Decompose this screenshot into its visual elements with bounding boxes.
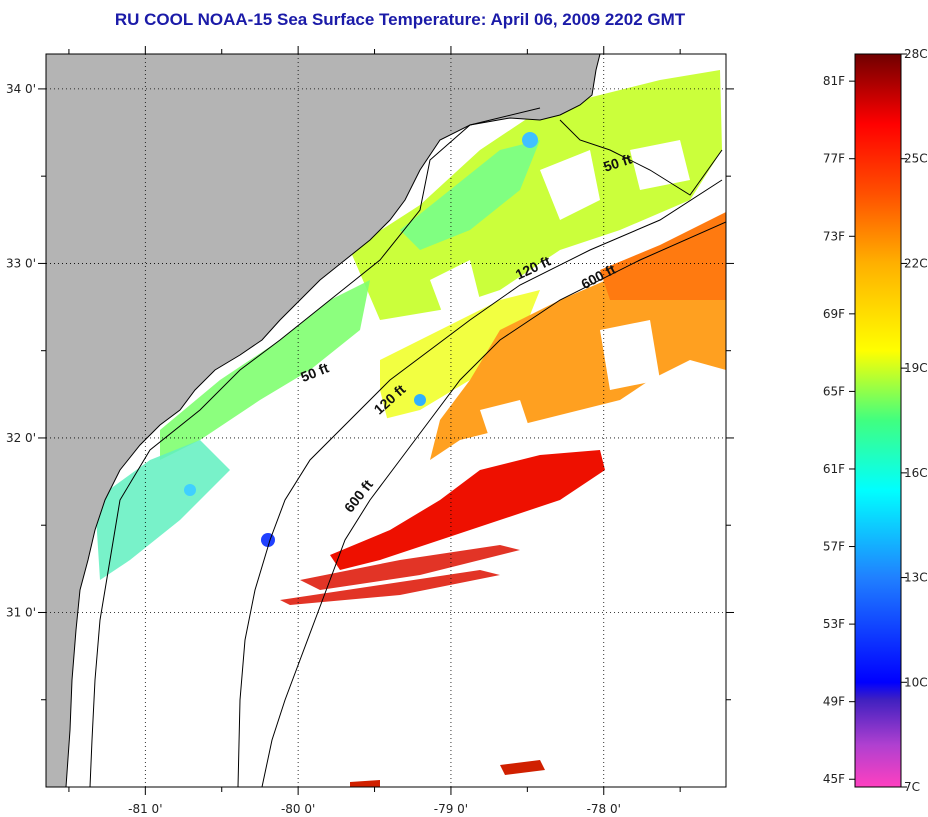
colorbar-f-label: 53F xyxy=(823,617,845,631)
x-tick-label: -79 0' xyxy=(434,802,468,816)
land-mass xyxy=(46,54,600,787)
colorbar-c-label: 13C xyxy=(904,571,928,585)
contour-50ft xyxy=(89,107,723,787)
map-frame xyxy=(45,53,727,788)
map-title: RU COOL NOAA-15 Sea Surface Temperature:… xyxy=(114,10,686,29)
colorbar-c-label: 10C xyxy=(904,675,928,689)
sst-patch-nearshore-mid xyxy=(160,280,370,460)
colorbar-f-label: 45F xyxy=(823,772,845,786)
sst-patch-gulfstream-core xyxy=(600,212,726,300)
sst-patch-nearshore-south xyxy=(95,440,230,580)
colorbar: 81F 77F 73F 69F 65F 61F 57F 53F 49F 45F 28C 25C 22C 1… xyxy=(823,47,928,794)
x-tick-label: -80 0' xyxy=(281,802,315,816)
colorbar-c-label: 16C xyxy=(904,466,928,480)
cloud-mask xyxy=(350,140,690,440)
colorbar-c-label: 25C xyxy=(904,152,928,166)
y-tick-label: 33 0' xyxy=(6,256,36,270)
contour-120ft xyxy=(237,179,723,787)
colorbar-gradient xyxy=(854,53,902,788)
colorbar-c-label: 7C xyxy=(904,780,920,794)
colorbar-f-label: 65F xyxy=(823,384,845,398)
x-tick-label: -78 0' xyxy=(587,802,621,816)
sst-spot-cyan xyxy=(522,132,538,148)
sst-patch-warm-stripes xyxy=(280,545,520,605)
sst-spot-cyan-2 xyxy=(414,394,426,406)
coastline xyxy=(65,54,601,787)
colorbar-c-label: 19C xyxy=(904,361,928,375)
sst-patch-nearshore-north xyxy=(350,70,722,320)
contour-600ft xyxy=(261,221,726,787)
colorbar-f-label: 49F xyxy=(823,695,845,709)
colorbar-f-label: 77F xyxy=(823,152,845,166)
colorbar-f-label: 61F xyxy=(823,462,845,476)
sst-spot-cyan-3 xyxy=(184,484,196,496)
colorbar-f-label: 69F xyxy=(823,307,845,321)
colorbar-f-label: 81F xyxy=(823,74,845,88)
colorbar-f-label: 57F xyxy=(823,540,845,554)
colorbar-labels: 81F 77F 73F 69F 65F 61F 57F 53F 49F 45F 28C 25C 22C 1… xyxy=(823,47,928,794)
sst-patch-green-north xyxy=(400,140,540,250)
grid-lines xyxy=(46,54,726,787)
y-tick-label: 32 0' xyxy=(6,431,36,445)
sst-patch-shelf-yellow xyxy=(380,290,540,420)
y-tick-label: 34 0' xyxy=(6,82,36,96)
sst-spot-blue xyxy=(261,533,275,547)
axis-ticks: -81 0' -80 0' -79 0' -78 0' 34 0' 33 0' 32 0' 3… xyxy=(6,46,734,816)
sst-patches xyxy=(95,70,726,787)
sst-patch-warm-tongue xyxy=(330,450,605,570)
x-tick-label: -81 0' xyxy=(128,802,162,816)
colorbar-c-label: 28C xyxy=(904,47,928,61)
y-tick-label: 31 0' xyxy=(6,605,36,619)
colorbar-c-label: 22C xyxy=(904,256,928,270)
sst-patch-bottom xyxy=(350,760,545,787)
colorbar-f-label: 73F xyxy=(823,229,845,243)
